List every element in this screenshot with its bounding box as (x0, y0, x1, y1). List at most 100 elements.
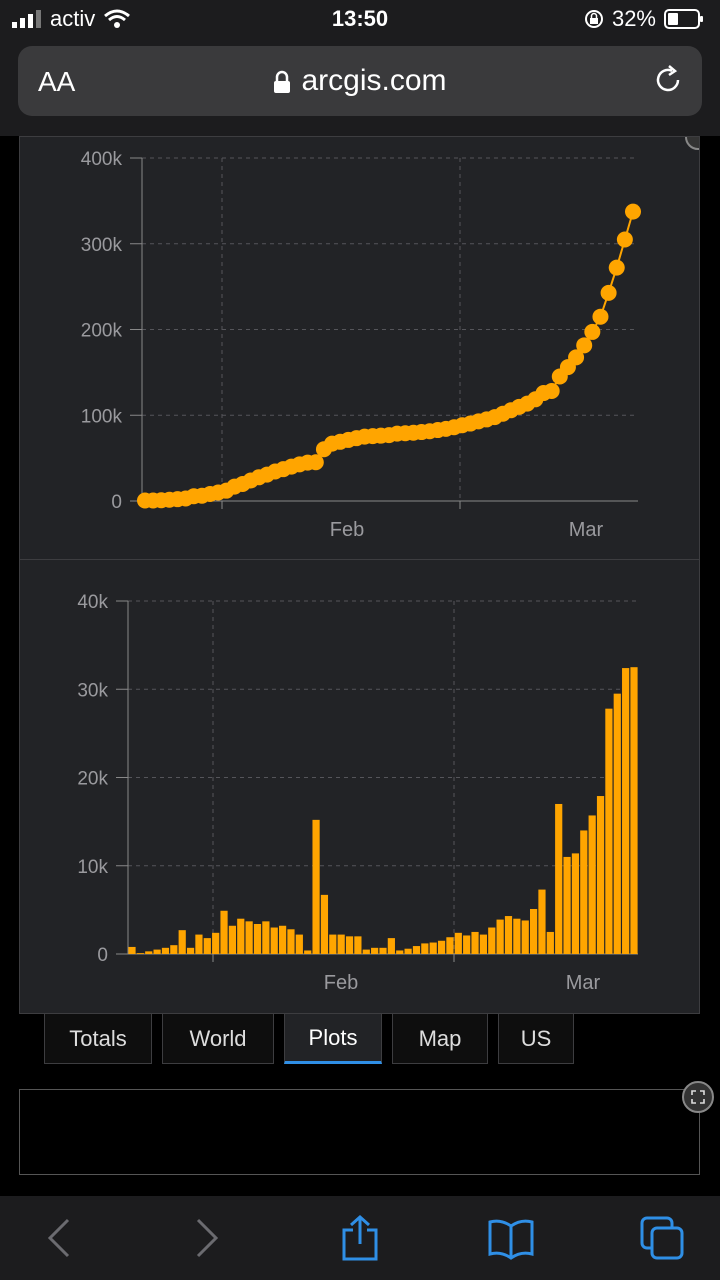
wifi-icon (104, 9, 131, 28)
panel-expand-icon[interactable] (685, 137, 699, 150)
bar (354, 936, 362, 954)
bar (546, 931, 554, 954)
data-point (608, 259, 625, 276)
bar (387, 938, 395, 954)
bar (538, 889, 546, 954)
bar (513, 918, 521, 954)
bar (195, 934, 203, 954)
y-tick-label: 400k (81, 149, 123, 170)
battery-icon (664, 9, 703, 29)
lock-icon (274, 70, 291, 94)
bar (253, 923, 262, 954)
bar (421, 943, 429, 954)
browser-toolbar (0, 1196, 720, 1280)
bar (312, 819, 320, 954)
bar (530, 908, 538, 954)
bar (454, 932, 462, 954)
status-left: activ (12, 6, 131, 32)
bar (446, 937, 454, 954)
back-icon[interactable] (42, 1214, 76, 1262)
bar (588, 815, 596, 954)
y-tick-label: 30k (77, 680, 108, 701)
y-tick-label: 40k (77, 592, 108, 613)
bar (270, 927, 278, 954)
bar (245, 921, 253, 954)
tab-plots[interactable]: Plots (284, 1014, 382, 1064)
y-tick-label: 10k (77, 857, 108, 878)
bar (212, 932, 220, 954)
bar (437, 940, 446, 954)
signal-icon (12, 10, 41, 28)
share-icon[interactable] (338, 1214, 382, 1262)
tab-us[interactable]: US (498, 1014, 574, 1064)
bar (479, 934, 487, 954)
y-tick-label: 0 (111, 492, 122, 513)
bar (279, 925, 287, 954)
data-point (576, 337, 593, 354)
data-point (307, 454, 324, 471)
bar (320, 894, 329, 954)
text-size-button[interactable]: AA (38, 66, 76, 97)
plots-panel: 0 100k 200k 300k 400k Feb Mar 0 10k 20k 30k 40k Feb… (19, 136, 700, 1014)
bar (596, 796, 605, 954)
bar (605, 708, 613, 954)
browser-header: AA arcgis.com (0, 40, 720, 136)
bar (396, 950, 404, 954)
data-point (543, 382, 560, 399)
x-tick-label: Mar (569, 519, 604, 541)
status-right: 32% (584, 6, 704, 32)
bar (404, 948, 412, 954)
bar (496, 919, 504, 954)
bar (262, 921, 270, 954)
bar (136, 953, 144, 954)
data-point (584, 323, 601, 340)
bar (504, 916, 513, 954)
data-point (616, 231, 633, 248)
bar (304, 950, 312, 954)
y-tick-label: 300k (81, 235, 123, 256)
y-tick-label: 0 (97, 945, 108, 966)
bar (178, 930, 186, 954)
cumulative-line-chart: 0 100k 200k 300k 400k Feb Mar (81, 137, 699, 541)
bar (471, 931, 479, 954)
x-tick-label: Feb (324, 972, 358, 994)
tab-bar: Totals World Plots Map US (44, 1014, 574, 1066)
bar (203, 938, 211, 954)
bar (295, 934, 303, 954)
bar (521, 920, 529, 954)
forward-icon[interactable] (190, 1214, 224, 1262)
expand-icon[interactable] (682, 1081, 714, 1113)
bar (228, 925, 236, 954)
tab-map[interactable]: Map (392, 1014, 488, 1064)
bar (329, 934, 337, 954)
daily-bar-chart: 0 10k 20k 30k 40k Feb Mar (77, 592, 638, 994)
tab-world[interactable]: World (162, 1014, 274, 1064)
bar (345, 936, 354, 954)
bar (153, 949, 161, 954)
data-point (625, 203, 641, 220)
bar (622, 668, 630, 954)
tabs-icon[interactable] (638, 1214, 688, 1262)
x-tick-label: Feb (330, 519, 364, 541)
bar (170, 945, 178, 954)
bar (371, 947, 379, 954)
series-line (144, 211, 634, 502)
lower-panel (19, 1089, 700, 1175)
bookmarks-icon[interactable] (486, 1214, 536, 1262)
status-bar: activ 13:50 32% (0, 0, 720, 40)
address-bar[interactable]: AA arcgis.com (18, 46, 702, 116)
bar (128, 946, 136, 954)
battery-percent: 32% (611, 6, 656, 31)
bar (563, 856, 571, 954)
tab-totals[interactable]: Totals (44, 1014, 152, 1064)
bar (580, 830, 588, 954)
y-tick-label: 100k (81, 406, 123, 427)
y-tick-label: 20k (77, 769, 108, 790)
bar (379, 947, 387, 954)
url-display[interactable]: arcgis.com (18, 64, 702, 98)
bar (630, 667, 638, 954)
bar (287, 929, 295, 954)
reload-icon[interactable] (650, 62, 686, 98)
bar (571, 853, 580, 954)
clock: 13:50 (331, 6, 389, 31)
